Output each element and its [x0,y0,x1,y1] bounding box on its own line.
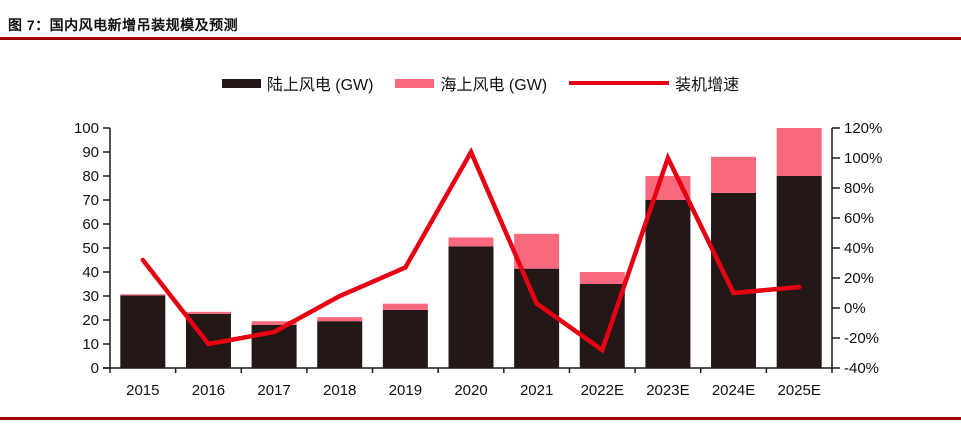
right-axis-tick-label: 120% [844,120,882,137]
left-axis-tick-label: 70 [82,192,99,209]
right-axis-tick-label: 100% [844,150,882,167]
onshore-swatch-icon [221,78,261,88]
bar-offshore-2018 [317,317,363,322]
right-axis-tick-label: 40% [844,240,874,257]
x-axis-label-2019: 2019 [389,382,422,399]
legend-label-growth: 装机增速 [675,77,740,94]
x-axis-label-2022E: 2022E [581,382,624,399]
x-axis-label-2021: 2021 [520,382,553,399]
left-axis-tick-label: 10 [82,336,99,353]
bar-onshore-2019 [382,309,428,368]
right-axis-tick-label: 0% [844,300,866,317]
bar-offshore-2022E [579,272,625,284]
x-axis-label-2016: 2016 [192,382,225,399]
legend-label-onshore: 陆上风电 (GW) [266,77,374,94]
growth-line-swatch-icon [569,80,670,86]
right-axis-tick-label: 60% [844,210,874,227]
bar-onshore-2024E [711,192,757,368]
bar-onshore-2021 [514,268,560,368]
bar-offshore-2025E [776,128,822,176]
bar-onshore-2018 [317,321,363,368]
offshore-swatch-icon [395,78,435,88]
bar-onshore-2020 [448,246,494,368]
bar-onshore-2025E [776,176,822,368]
legend-label-offshore: 海上风电 (GW) [440,77,548,94]
left-axis-tick-label: 40 [82,264,99,281]
right-axis-tick-label: 80% [844,180,874,197]
x-axis-label-2023E: 2023E [646,382,689,399]
x-axis-label-2018: 2018 [323,382,356,399]
right-axis-tick-label: -20% [844,330,879,347]
x-axis-label-2020: 2020 [454,382,487,399]
title-rule [0,37,961,40]
bar-offshore-2021 [514,233,560,269]
left-axis-tick-label: 50 [82,240,99,257]
left-axis-tick-label: 100 [74,120,99,137]
right-axis-tick-label: -40% [844,360,879,377]
bar-offshore-2020 [448,237,494,247]
legend-item-offshore: 海上风电 (GW) [395,71,547,95]
figure-title: 图 7：国内风电新增吊装规模及预测 [8,17,239,33]
left-axis-tick-label: 60 [82,216,99,233]
bar-onshore-2023E [645,200,691,368]
bar-onshore-2015 [120,295,166,368]
left-axis-tick-label: 0 [91,360,99,377]
legend-item-growth: 装机增速 [569,71,739,95]
x-axis-label-2024E: 2024E [712,382,755,399]
x-axis-label-2025E: 2025E [777,382,820,399]
x-axis-label-2015: 2015 [126,382,159,399]
chart-legend: 陆上风电 (GW) 海上风电 (GW) 装机增速 [0,70,961,96]
bar-offshore-2017 [251,321,297,325]
bar-offshore-2015 [120,294,166,296]
x-axis-label-2017: 2017 [257,382,290,399]
bar-offshore-2016 [185,311,231,314]
bar-offshore-2024E [711,156,757,193]
bar-offshore-2019 [382,303,428,310]
right-axis-tick-label: 20% [844,270,874,287]
left-axis-tick-label: 90 [82,144,99,161]
left-axis-tick-label: 80 [82,168,99,185]
growth-rate-line [140,146,802,354]
bottom-rule [0,417,961,420]
legend-item-onshore: 陆上风电 (GW) [221,71,374,95]
left-axis-tick-label: 30 [82,288,99,305]
left-axis-tick-label: 20 [82,312,99,329]
bar-onshore-2022E [579,284,625,368]
